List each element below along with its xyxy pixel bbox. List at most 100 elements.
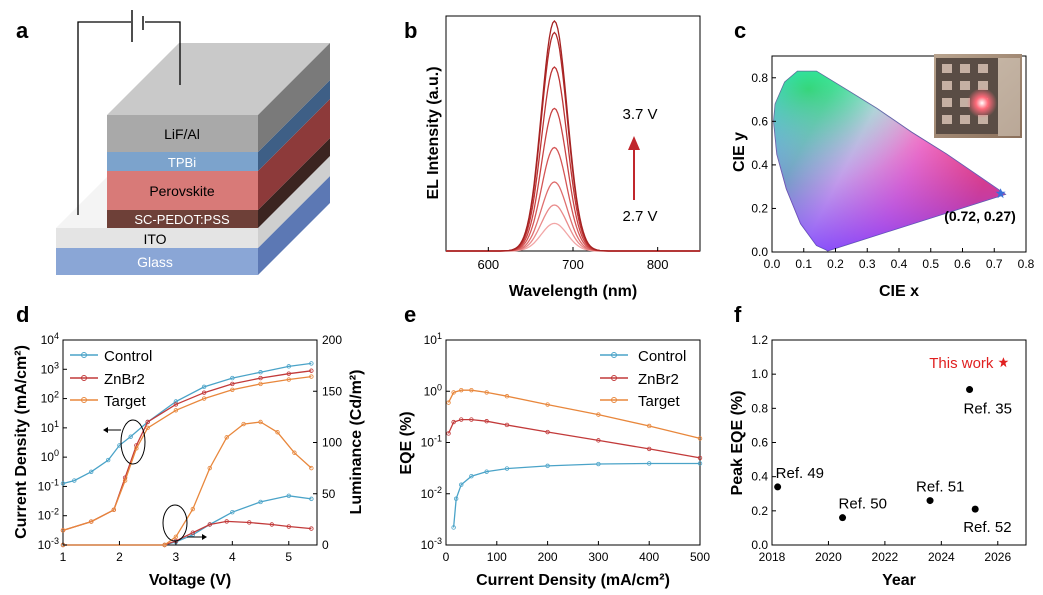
d-luminance-point — [258, 419, 263, 425]
d-ylabel: Current Density (mA/cm²) — [13, 345, 30, 539]
f-xtick-label: 2018 — [759, 550, 786, 564]
c-ylabel: CIE y — [731, 132, 748, 172]
lifal-top — [107, 43, 330, 115]
c-point-star — [995, 188, 1006, 199]
e-eqe-Control — [452, 462, 700, 528]
d-current-point — [105, 457, 111, 463]
b-spectrum-6 — [446, 31, 700, 252]
e-eqe-point — [484, 390, 489, 395]
b-xtick-label: 800 — [647, 257, 669, 272]
d-xtick-label: 5 — [285, 550, 292, 564]
f-this-work-label: This work — [929, 355, 994, 372]
c-ytick-label: 0.2 — [751, 201, 768, 215]
d-y2label: Luminance (Cd/m²) — [348, 370, 365, 515]
d-current-point — [286, 377, 291, 382]
f-point-label: Ref. 51 — [916, 479, 964, 496]
d-luminance-point — [224, 435, 229, 440]
e-eqe-point — [451, 525, 456, 530]
d-y2tick-label: 0 — [322, 538, 329, 552]
e-eqe-point — [469, 474, 474, 479]
b-voltage-arrowhead — [628, 136, 640, 150]
e-eqe-point — [545, 463, 550, 469]
e-legend-marker-control — [611, 352, 617, 358]
d-current-point — [111, 507, 116, 513]
e-legend-label-control: Control — [638, 348, 686, 365]
e-eqe-point — [697, 455, 703, 461]
d-luminance-point — [309, 496, 314, 502]
e-eqe-point — [504, 466, 510, 471]
d-ytick-label: 103 — [41, 360, 59, 376]
d-ytick-label: 100 — [41, 448, 59, 464]
f-point-label: Ref. 50 — [839, 496, 887, 513]
d-xtick-label: 3 — [173, 550, 180, 564]
d-luminance-point — [309, 465, 314, 471]
e-eqe-point — [459, 417, 464, 422]
e-eqe-point — [504, 394, 510, 399]
d-legend-label-znbr2: ZnBr2 — [104, 371, 145, 388]
d-current-Target — [62, 375, 312, 532]
c-ytick-label: 0.8 — [751, 71, 768, 85]
b-ticks-group: 600 700 800 — [477, 247, 669, 272]
d-arrowhead-right — [202, 534, 207, 540]
d-luminance-point — [190, 530, 196, 535]
e-legend-marker-target — [611, 397, 617, 403]
f-ytick-label: 0.4 — [751, 470, 768, 484]
layer-label-pedot: SC-PEDOT:PSS — [134, 212, 230, 227]
f-ylabel: Peak EQE (%) — [729, 391, 746, 496]
e-legend-label-target: Target — [638, 393, 681, 410]
tpbi-front — [107, 152, 258, 171]
e-eqe-point — [446, 431, 451, 436]
d-luminance-point — [162, 542, 167, 548]
e-eqe-point — [596, 461, 601, 467]
e-eqe-point — [545, 429, 550, 435]
d-current-point — [230, 381, 235, 387]
d-luminance-point — [286, 493, 291, 498]
f-point-label: Ref. 49 — [776, 465, 824, 482]
layer-label-glass: Glass — [137, 254, 173, 270]
e-eqe-point — [484, 469, 489, 474]
d-series-group — [60, 361, 314, 548]
photo-contacts — [998, 58, 1020, 136]
e-xtick-label: 500 — [690, 550, 710, 564]
wire-left — [77, 21, 131, 215]
f-ytick-label: 0.0 — [751, 538, 768, 552]
b-xtick-label: 700 — [562, 257, 584, 272]
c-ticks-group: 0.0 0.1 0.2 0.3 0.4 0.5 0.6 0.7 0.8 0.0 0.2 0.4 0.6 0… — [751, 71, 1034, 271]
e-eqe-point — [596, 438, 601, 443]
d-legend-label-target: Target — [104, 393, 147, 410]
d-current-point — [286, 371, 291, 376]
d-current-point — [230, 375, 235, 381]
d-legend-marker-znbr2 — [81, 375, 87, 381]
f-point — [966, 386, 974, 394]
d-current-point — [309, 368, 314, 373]
ito-front — [56, 228, 258, 248]
photo-pixel — [960, 64, 970, 73]
d-luminance-point — [275, 430, 280, 435]
b-spectrum-4 — [446, 107, 700, 252]
panel-letter-c: c — [734, 18, 746, 43]
f-xtick-label: 2026 — [984, 550, 1011, 564]
e-eqe-point — [504, 422, 510, 428]
e-eqe-Target — [447, 389, 701, 440]
layer-label-ito: ITO — [143, 231, 166, 247]
e-eqe-point — [446, 400, 451, 405]
d-luminance-point — [207, 465, 212, 471]
photo-glow — [967, 88, 997, 118]
e-eqe-point — [451, 390, 456, 395]
e-xtick-label: 200 — [538, 550, 558, 564]
f-point — [926, 497, 934, 505]
c-xtick-label: 0.4 — [891, 257, 908, 271]
photo-pixel — [978, 81, 988, 90]
d-luminance-point — [286, 524, 291, 529]
d-circle-current — [120, 419, 146, 465]
panel-b: 600 700 800 Wavelength (nm) EL Intensity (… — [425, 15, 701, 300]
photo-pixel — [978, 115, 988, 124]
d-current-point — [309, 361, 314, 366]
panel-f: 2018 2020 2022 2024 2026 0.0 0.2 0.4 0.6 0.8 1.0 1.… — [729, 333, 1027, 589]
d-legend-marker-control — [81, 352, 87, 358]
d-luminance-point — [292, 450, 297, 455]
c-xtick-label: 0.3 — [859, 257, 876, 271]
e-xtick-label: 0 — [443, 550, 450, 564]
e-eqe-point — [545, 402, 550, 407]
